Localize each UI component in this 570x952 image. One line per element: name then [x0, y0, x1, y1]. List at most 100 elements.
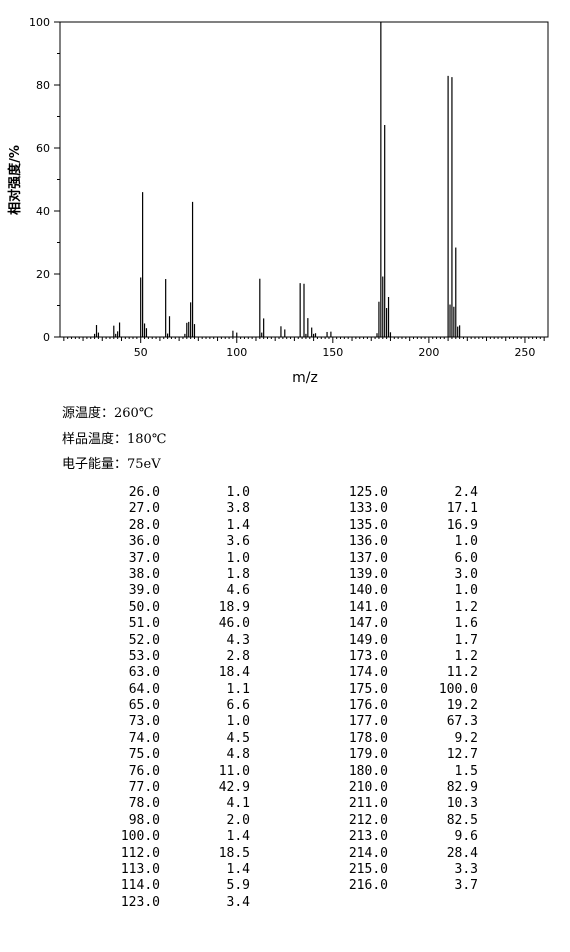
- abundance-value: 9.2: [454, 730, 478, 746]
- peak-row: 173.0 1.2: [323, 649, 478, 665]
- mz-value: 113.0: [120, 861, 160, 877]
- abundance-value: 16.9: [446, 517, 478, 533]
- abundance-value: 6.0: [454, 550, 478, 566]
- abundance-value: 82.9: [446, 780, 478, 796]
- abundance-value: 3.4: [226, 894, 250, 910]
- peak-row: 149.0 1.7: [323, 633, 478, 649]
- mz-value: 52.0: [128, 632, 160, 648]
- peak-row: 210.0 82.9: [323, 780, 478, 796]
- peak-row: 112.0 18.5: [95, 846, 250, 862]
- abundance-value: 17.1: [446, 501, 478, 517]
- electron-energy: 电子能量：75eV: [62, 457, 161, 472]
- abundance-value: 18.9: [218, 599, 250, 615]
- peak-row: 75.0 4.8: [95, 747, 250, 763]
- peak-row: 178.0 9.2: [323, 731, 478, 747]
- abundance-value: 1.4: [226, 861, 250, 877]
- peak-row: 180.0 1.5: [323, 764, 478, 780]
- mz-value: 135.0: [348, 517, 388, 533]
- abundance-value: 67.3: [446, 714, 478, 730]
- peak-row: 26.0 1.0: [95, 485, 250, 501]
- y-tick-label: 80: [36, 79, 50, 92]
- peak-row: 76.0 11.0: [95, 764, 250, 780]
- x-axis-ticks: 50 100 150 200 250: [63, 337, 545, 359]
- mz-value: 114.0: [120, 878, 160, 894]
- mz-value: 125.0: [348, 485, 388, 500]
- abundance-value: 1.4: [226, 829, 250, 845]
- peak-table-right: 125.0 2.4 133.0 17.1 135.0 16.9 136.0 1.0 137.0 6…: [323, 485, 478, 895]
- mz-value: 215.0: [348, 861, 388, 877]
- abundance-value: 9.6: [454, 829, 478, 845]
- peak-row: 37.0 1.0: [95, 551, 250, 567]
- y-axis-label: 相对强度/%: [7, 145, 23, 215]
- abundance-value: 3.0: [454, 566, 478, 582]
- abundance-value: 3.3: [454, 861, 478, 877]
- abundance-value: 18.5: [218, 845, 250, 861]
- mz-value: 174.0: [348, 665, 388, 681]
- mz-value: 76.0: [128, 763, 160, 779]
- mz-value: 27.0: [128, 501, 160, 517]
- peak-row: 136.0 1.0: [323, 534, 478, 550]
- mz-value: 180.0: [348, 763, 388, 779]
- peak-row: 214.0 28.4: [323, 846, 478, 862]
- mz-value: 98.0: [128, 812, 160, 828]
- mz-value: 179.0: [348, 747, 388, 763]
- abundance-value: 19.2: [446, 698, 478, 714]
- y-tick-label: 0: [43, 331, 50, 344]
- abundance-value: 4.1: [226, 796, 250, 812]
- x-tick-label: 250: [514, 346, 535, 359]
- mz-value: 64.0: [128, 681, 160, 697]
- mz-value: 74.0: [128, 730, 160, 746]
- mz-value: 100.0: [120, 829, 160, 845]
- peak-row: 51.0 46.0: [95, 616, 250, 632]
- peak-row: 135.0 16.9: [323, 518, 478, 534]
- mz-value: 39.0: [128, 583, 160, 599]
- abundance-value: 4.6: [226, 583, 250, 599]
- mz-value: 65.0: [128, 698, 160, 714]
- peak-row: 215.0 3.3: [323, 862, 478, 878]
- abundance-value: 10.3: [446, 796, 478, 812]
- mz-value: 38.0: [128, 566, 160, 582]
- peak-row: 27.0 3.8: [95, 501, 250, 517]
- abundance-value: 5.9: [226, 878, 250, 894]
- y-tick-label: 100: [29, 16, 50, 29]
- mz-value: 37.0: [128, 550, 160, 566]
- peak-row: 100.0 1.4: [95, 829, 250, 845]
- mz-value: 141.0: [348, 599, 388, 615]
- abundance-value: 1.0: [454, 534, 478, 550]
- x-tick-label: 50: [134, 346, 148, 359]
- abundance-value: 2.0: [226, 812, 250, 828]
- mz-value: 214.0: [348, 845, 388, 861]
- mz-value: 136.0: [348, 534, 388, 550]
- abundance-value: 18.4: [218, 665, 250, 681]
- peak-row: 73.0 1.0: [95, 714, 250, 730]
- abundance-value: 11.0: [218, 763, 250, 779]
- y-axis-ticks: 0 20 40 60 80 100: [29, 16, 60, 344]
- abundance-value: 1.2: [454, 599, 478, 615]
- peak-row: 36.0 3.6: [95, 534, 250, 550]
- sample-temperature: 样品温度：180℃: [62, 432, 167, 447]
- abundance-value: 82.5: [446, 812, 478, 828]
- abundance-value: 4.3: [226, 632, 250, 648]
- peak-row: 74.0 4.5: [95, 731, 250, 747]
- x-tick-label: 150: [322, 346, 343, 359]
- mz-value: 26.0: [128, 485, 160, 500]
- mz-value: 28.0: [128, 517, 160, 533]
- mz-value: 112.0: [120, 845, 160, 861]
- x-axis-label: m/z: [292, 370, 318, 386]
- abundance-value: 1.6: [454, 616, 478, 632]
- abundance-value: 1.0: [226, 714, 250, 730]
- abundance-value: 1.4: [226, 517, 250, 533]
- mz-value: 137.0: [348, 550, 388, 566]
- peak-row: 213.0 9.6: [323, 829, 478, 845]
- peak-row: 179.0 12.7: [323, 747, 478, 763]
- abundance-value: 1.5: [454, 763, 478, 779]
- peak-row: 174.0 11.2: [323, 665, 478, 681]
- peak-row: 133.0 17.1: [323, 501, 478, 517]
- peak-row: 176.0 19.2: [323, 698, 478, 714]
- mz-value: 36.0: [128, 534, 160, 550]
- peak-row: 38.0 1.8: [95, 567, 250, 583]
- abundance-value: 42.9: [218, 780, 250, 796]
- peak-row: 98.0 2.0: [95, 813, 250, 829]
- abundance-value: 46.0: [218, 616, 250, 632]
- peak-row: 39.0 4.6: [95, 583, 250, 599]
